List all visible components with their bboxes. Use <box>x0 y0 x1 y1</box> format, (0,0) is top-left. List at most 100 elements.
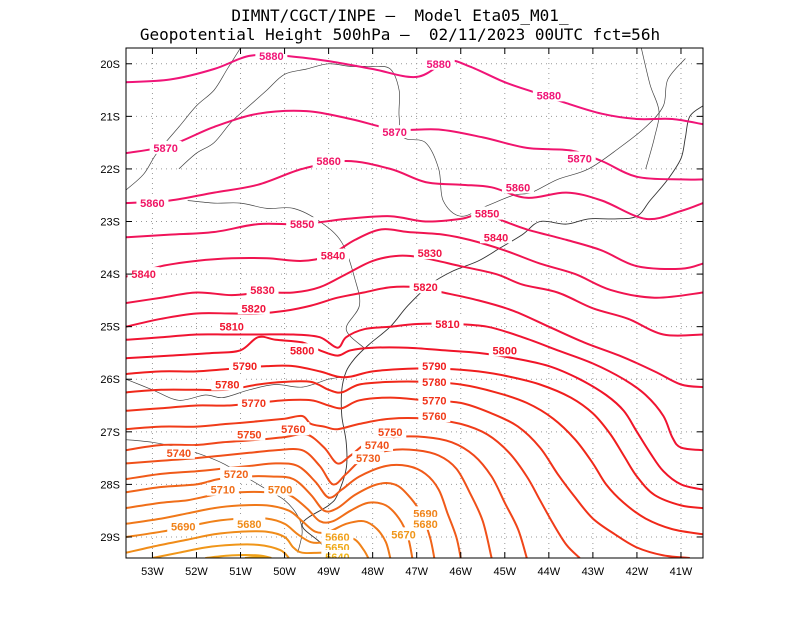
plot-frame <box>125 47 704 559</box>
contour-label-bg <box>206 482 239 496</box>
x-tick-label: 41W <box>670 566 693 578</box>
contour-label-bg <box>136 196 169 210</box>
contour-label-5730: 5730 <box>356 453 380 465</box>
contour-label-5740: 5740 <box>167 448 191 460</box>
contour-label-bg <box>149 140 182 154</box>
contour-label-5770: 5770 <box>422 395 446 407</box>
contour-labels: 5880 5880 5880 5870 5870 5870 5860 5860 5860 5850… <box>127 48 596 558</box>
y-tick-label: 20S <box>100 59 120 71</box>
contour-5820 <box>126 285 703 389</box>
y-tick-label: 21S <box>100 111 120 123</box>
contour-label-5840: 5840 <box>321 251 345 263</box>
contour-label-5770: 5770 <box>241 398 265 410</box>
contour-label-bg <box>215 319 248 333</box>
contour-label-bg <box>233 516 266 530</box>
contour-label-bg <box>277 422 310 436</box>
contour-label-5780: 5780 <box>422 377 446 389</box>
x-tick-label: 50W <box>273 566 296 578</box>
contour-5700 <box>126 503 392 558</box>
y-tick-label: 22S <box>100 164 120 176</box>
contour-label-5800: 5800 <box>290 345 314 357</box>
contour-5680 <box>126 530 343 558</box>
contour-label-5800: 5800 <box>493 345 517 357</box>
contour-label-5820: 5820 <box>241 303 265 315</box>
contour-5840 <box>126 228 703 299</box>
state-border <box>187 200 365 348</box>
contour-label-5690: 5690 <box>171 521 195 533</box>
contour-label-5780: 5780 <box>215 379 239 391</box>
contour-label-5820: 5820 <box>413 282 437 294</box>
contour-label-5720: 5720 <box>224 469 248 481</box>
contour-label-bg <box>167 519 200 533</box>
contour-label-5860: 5860 <box>140 198 164 210</box>
contour-label-bg <box>409 516 442 530</box>
contour-label-5870: 5870 <box>382 127 406 139</box>
contour-5660 <box>205 554 272 558</box>
contour-label-5830: 5830 <box>418 248 442 260</box>
contour-label-bg <box>422 56 455 70</box>
contour-label-5870: 5870 <box>153 143 177 155</box>
contour-label-bg <box>255 48 288 62</box>
contour-label-5760: 5760 <box>281 424 305 436</box>
contour-label-bg <box>413 246 446 260</box>
y-tick-label: 28S <box>100 479 120 491</box>
x-tick-label: 47W <box>405 566 428 578</box>
contour-label-bg <box>479 230 512 244</box>
chart-title-line1: DIMNT/CGCT/INPE – Model Eta05_M01_ <box>231 6 569 25</box>
contour-5830 <box>126 254 703 337</box>
contour-label-bg <box>321 529 354 543</box>
contour-label-5810: 5810 <box>435 319 459 331</box>
contour-label-bg <box>418 359 451 373</box>
contour-label-bg <box>488 343 521 357</box>
y-tick-label: 24S <box>100 269 120 281</box>
contour-label-bg <box>361 437 394 451</box>
contour-5810 <box>126 322 703 452</box>
contour-label-bg <box>220 466 253 480</box>
contour-label-bg <box>374 424 407 438</box>
contour-label-5840: 5840 <box>484 232 508 244</box>
contour-label-5880: 5880 <box>537 90 561 102</box>
contour-label-bg <box>233 427 266 441</box>
x-tick-label: 48W <box>361 566 384 578</box>
axis-ticks: 53W 52W 51W 50W 49W 48W 47W 46W 45W 44W 43W 42W 41W 2… <box>100 48 703 578</box>
contour-label-5850: 5850 <box>475 209 499 221</box>
state-border <box>640 48 660 169</box>
contour-label-bg <box>237 301 270 315</box>
contour-5710 <box>126 490 414 558</box>
contour-label-5790: 5790 <box>422 361 446 373</box>
contour-label-5670: 5670 <box>391 529 415 541</box>
contour-label-bg <box>352 451 385 465</box>
x-tick-label: 53W <box>141 566 164 578</box>
y-tick-label: 23S <box>100 217 120 229</box>
x-tick-label: 42W <box>626 566 649 578</box>
contour-5800 <box>126 335 703 491</box>
contour-label-5840: 5840 <box>131 269 155 281</box>
contour-label-5680: 5680 <box>237 519 261 531</box>
contour-lines <box>126 53 703 558</box>
contour-label-bg <box>418 393 451 407</box>
contour-label-bg <box>228 359 261 373</box>
contour-5720 <box>126 475 436 558</box>
contour-5870 <box>126 109 703 181</box>
contour-label-5750: 5750 <box>237 429 261 441</box>
contour-label-bg <box>409 280 442 294</box>
contour-label-bg <box>264 482 297 496</box>
contour-label-bg <box>502 180 535 194</box>
contour-5760 <box>126 414 581 558</box>
x-tick-label: 44W <box>538 566 561 578</box>
contour-label-5860: 5860 <box>506 182 530 194</box>
contour-label-bg <box>317 248 350 262</box>
x-tick-label: 45W <box>493 566 516 578</box>
contour-label-bg <box>246 282 279 296</box>
contour-label-bg <box>312 154 345 168</box>
contour-label-bg <box>409 506 442 520</box>
contour-label-5830: 5830 <box>250 285 274 297</box>
contour-label-bg <box>563 151 596 165</box>
x-tick-label: 51W <box>229 566 252 578</box>
contour-label-bg <box>471 206 504 220</box>
contour-label-5880: 5880 <box>426 59 450 71</box>
contour-label-bg <box>418 409 451 423</box>
contour-5880 <box>126 53 703 126</box>
contour-label-5870: 5870 <box>567 153 591 165</box>
